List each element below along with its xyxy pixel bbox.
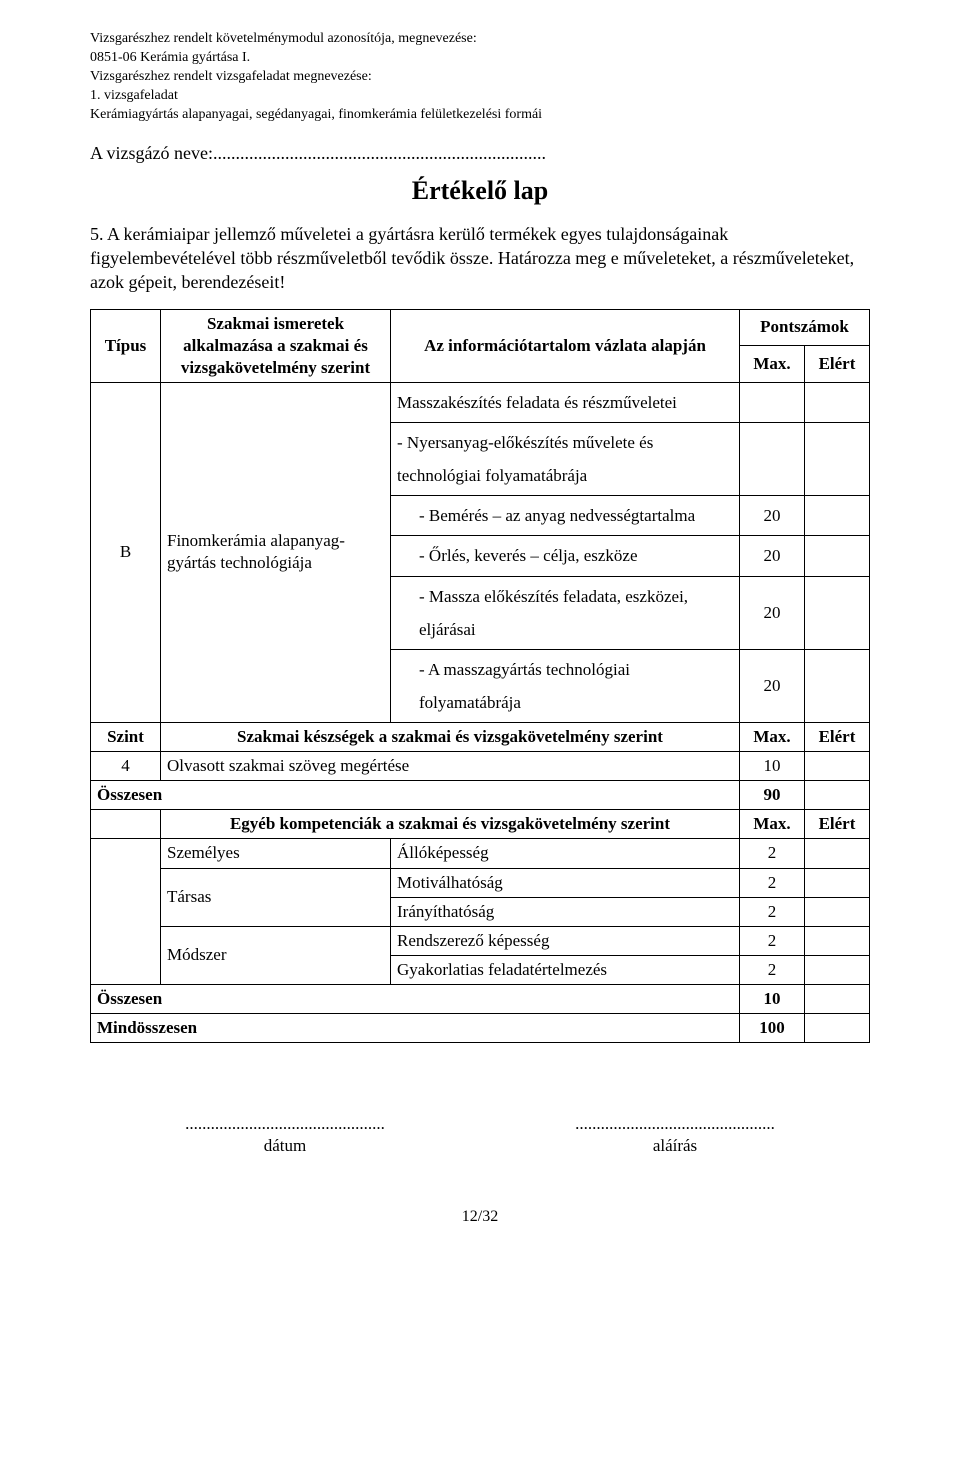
cell-b-max-3: 20 [740,496,805,536]
cell-b-got-6 [805,649,870,722]
cell-subtotal-1-label: Összesen [91,781,740,810]
hdr-got: Elért [805,346,870,383]
cell-subtotal-1-val: 90 [740,781,805,810]
row-subtotal-1: Összesen 90 [91,781,870,810]
cell-social-label: Társas [161,868,391,926]
cell-method-item1: Rendszerező képesség [391,926,740,955]
cell-b-skill: Finomkerámia alapanyag-gyártás technológ… [161,382,391,722]
cell-subtotal-1-got [805,781,870,810]
row-b-1: B Finomkerámia alapanyag-gyártás technol… [91,382,870,422]
sig-date-label: dátum [155,1135,415,1157]
cell-personal-item1: Állóképesség [391,839,740,868]
cell-b-info-2: - Nyersanyag-előkészítés művelete és tec… [391,422,740,495]
cell-social-item1-max: 2 [740,868,805,897]
cell-personal-label: Személyes [161,839,391,868]
header-line-4: 1. vizsgafeladat [90,87,870,106]
hdr-max: Max. [740,346,805,383]
cell-method-item2-got [805,955,870,984]
cell-b-info-4: - Őrlés, keverés – célja, eszköze [391,536,740,576]
signature-row: ........................................… [90,1113,870,1157]
hdr-max-3: Max. [740,810,805,839]
cell-method-item2: Gyakorlatias feladatértelmezés [391,955,740,984]
row-method-1: Módszer Rendszerező képesség 2 [91,926,870,955]
row-level-header: Szint Szakmai készségek a szakmai és viz… [91,723,870,752]
hdr-got-3: Elért [805,810,870,839]
cell-b-max-2 [740,422,805,495]
sig-sign-label: aláírás [545,1135,805,1157]
cell-grandtotal-val: 100 [740,1014,805,1043]
hdr-other: Egyéb kompetenciák a szakmai és vizsgakö… [161,810,740,839]
cell-personal-item1-got [805,839,870,868]
hdr-level: Szint [91,723,161,752]
hdr-got-2: Elért [805,723,870,752]
table-header-row-1: Típus Szakmai ismeretek alkalmazása a sz… [91,309,870,346]
hdr-points: Pontszámok [740,309,870,346]
cell-method-item1-max: 2 [740,926,805,955]
page-number: 12/32 [90,1207,870,1228]
cell-subtotal-2-got [805,984,870,1013]
cell-other-blank [91,810,161,839]
cell-b-max-1 [740,382,805,422]
cell-level-4-text: Olvasott szakmai szöveg megértése [161,752,740,781]
cell-b-info-6: - A masszagyártás technológiai folyamatá… [391,649,740,722]
page-title: Értékelő lap [90,174,870,208]
examinee-dots: ........................................… [213,143,546,163]
examinee-name-line: A vizsgázó neve:........................… [90,142,870,165]
cell-b-max-5: 20 [740,576,805,649]
cell-b-got-1 [805,382,870,422]
hdr-skill: Szakmai ismeretek alkalmazása a szakmai … [161,309,391,382]
cell-method-item2-max: 2 [740,955,805,984]
cell-b-max-6: 20 [740,649,805,722]
header-line-1: Vizsgarészhez rendelt követelménymodul a… [90,30,870,49]
cell-level-4: 4 [91,752,161,781]
hdr-skillreq: Szakmai készségek a szakmai és vizsgaköv… [161,723,740,752]
header-line-5: Kerámiagyártás alapanyagai, segédanyagai… [90,106,870,125]
row-subtotal-2: Összesen 10 [91,984,870,1013]
sig-dots-2: ........................................… [545,1113,805,1135]
cell-b-info-3: - Bemérés – az anyag nedvességtartalma [391,496,740,536]
evaluation-table: Típus Szakmai ismeretek alkalmazása a sz… [90,309,870,1044]
cell-subtotal-2-val: 10 [740,984,805,1013]
cell-method-label: Módszer [161,926,391,984]
cell-b-max-4: 20 [740,536,805,576]
cell-b-got-4 [805,536,870,576]
row-other-header: Egyéb kompetenciák a szakmai és vizsgakö… [91,810,870,839]
signature-sign-col: ........................................… [545,1113,805,1157]
cell-other-left-blank [91,839,161,984]
module-header: Vizsgarészhez rendelt követelménymodul a… [90,30,870,124]
task-description: 5. A kerámiaipar jellemző műveletei a gy… [90,222,870,295]
cell-grandtotal-got [805,1014,870,1043]
cell-subtotal-2-label: Összesen [91,984,740,1013]
cell-social-item2-got [805,897,870,926]
examinee-label: A vizsgázó neve: [90,143,213,163]
hdr-max-2: Max. [740,723,805,752]
cell-b-got-5 [805,576,870,649]
cell-social-item2-max: 2 [740,897,805,926]
cell-personal-item1-max: 2 [740,839,805,868]
cell-social-item2: Irányíthatóság [391,897,740,926]
cell-method-item1-got [805,926,870,955]
cell-b-got-3 [805,496,870,536]
cell-level-4-got [805,752,870,781]
signature-date-col: ........................................… [155,1113,415,1157]
cell-social-item1-got [805,868,870,897]
row-level-4: 4 Olvasott szakmai szöveg megértése 10 [91,752,870,781]
cell-b-got-2 [805,422,870,495]
hdr-type: Típus [91,309,161,382]
cell-b-type: B [91,382,161,722]
sig-dots-1: ........................................… [155,1113,415,1135]
cell-grandtotal-label: Mindösszesen [91,1014,740,1043]
cell-b-info-5: - Massza előkészítés feladata, eszközei,… [391,576,740,649]
hdr-info: Az információtartalom vázlata alapján [391,309,740,382]
cell-social-item1: Motiválhatóság [391,868,740,897]
cell-b-info-1: Masszakészítés feladata és részműveletei [391,382,740,422]
cell-level-4-max: 10 [740,752,805,781]
row-grandtotal: Mindösszesen 100 [91,1014,870,1043]
row-social-1: Társas Motiválhatóság 2 [91,868,870,897]
row-personal: Személyes Állóképesség 2 [91,839,870,868]
header-line-2: 0851-06 Kerámia gyártása I. [90,49,870,68]
header-line-3: Vizsgarészhez rendelt vizsgafeladat megn… [90,68,870,87]
